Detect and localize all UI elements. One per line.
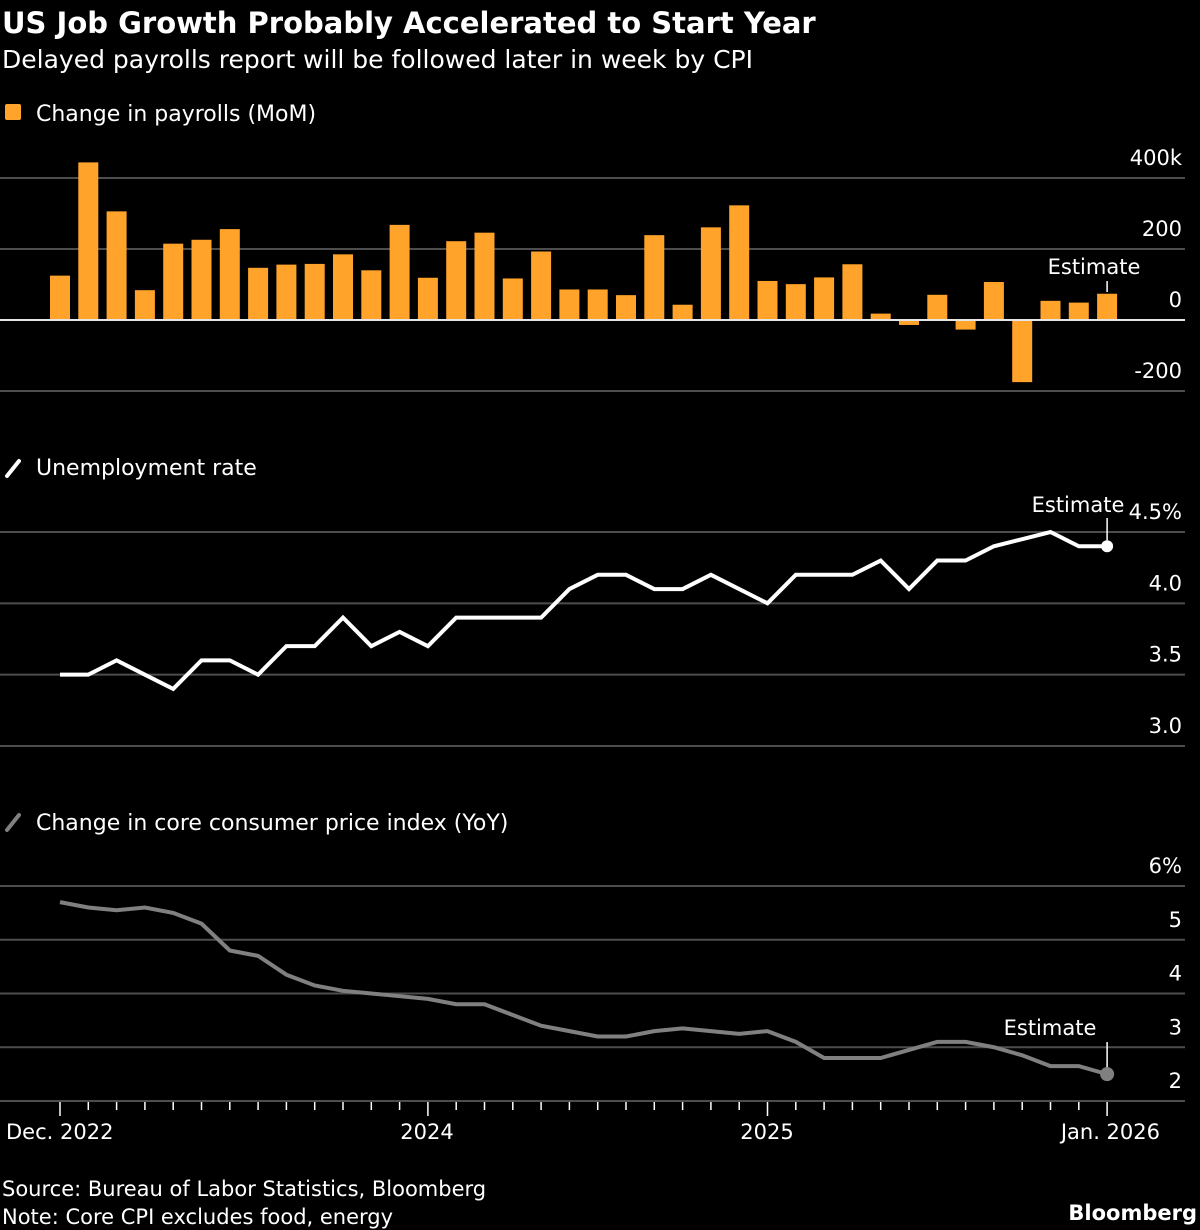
payrolls-bar [559, 289, 580, 320]
payrolls-bar [1040, 300, 1061, 320]
payrolls-bar [1012, 320, 1033, 383]
payrolls-bar [983, 282, 1004, 320]
x-tick-label-jan-2026: Jan. 2026 [1059, 1120, 1160, 1144]
y-tick-label: 4.5% [1129, 500, 1182, 524]
payrolls-legend-label: Change in payrolls (MoM) [36, 102, 316, 127]
payrolls-bar [644, 235, 665, 320]
cpi-estimate-dot [1100, 1067, 1115, 1082]
payrolls-bar [106, 211, 127, 320]
payrolls-bar [304, 263, 325, 320]
payrolls-bar [870, 313, 891, 320]
payrolls-bar [248, 267, 269, 320]
payrolls-bar [814, 277, 835, 320]
payrolls-bar [333, 254, 353, 320]
payrolls-bar [587, 289, 608, 320]
x-tick-label-dec-2022: Dec. 2022 [6, 1120, 113, 1144]
payrolls-bar [163, 243, 184, 320]
unemployment-legend-line-icon [5, 459, 21, 478]
y-tick-label: 5 [1169, 908, 1182, 932]
y-tick-label: 200 [1142, 217, 1182, 241]
payrolls-bar [700, 227, 721, 320]
payrolls-bar [672, 304, 693, 320]
unemployment-line [60, 529, 1108, 692]
unemployment-estimate-label: Estimate [1032, 493, 1125, 517]
payrolls-bar [502, 278, 523, 320]
payrolls-bar [219, 229, 240, 320]
y-tick-label: 2 [1169, 1069, 1182, 1093]
x-tick-label-2024: 2024 [400, 1120, 453, 1144]
y-tick-label: 0 [1169, 288, 1182, 312]
chart-subtitle: Delayed payrolls report will be followed… [2, 45, 753, 74]
y-tick-label: 4 [1169, 962, 1182, 986]
y-tick-label: -200 [1134, 359, 1182, 383]
footnote: Note: Core CPI excludes food, energy [2, 1205, 393, 1229]
payrolls-bar [191, 239, 212, 320]
payrolls-bar [78, 162, 99, 320]
payrolls-legend-swatch-icon [5, 104, 21, 120]
payrolls-bar [729, 205, 750, 320]
payrolls-bar [446, 241, 467, 320]
cpi-line [59, 900, 1108, 1077]
payrolls-bar [1097, 293, 1118, 320]
y-tick-label: 3 [1169, 1015, 1182, 1039]
payrolls-bar [785, 284, 806, 320]
x-tick-label-2025: 2025 [740, 1120, 793, 1144]
payrolls-bar [389, 224, 410, 320]
y-tick-label: 3.5 [1149, 643, 1182, 667]
y-tick-label: 6% [1149, 854, 1182, 878]
cpi-legend-line-icon [5, 813, 21, 832]
payrolls-bar [417, 277, 438, 320]
payrolls-bar [842, 264, 863, 320]
y-tick-label: 400k [1130, 146, 1183, 170]
payrolls-bar [757, 280, 778, 320]
payrolls-bar [276, 264, 297, 320]
payrolls-bar [361, 270, 382, 320]
y-tick-label: 3.0 [1149, 714, 1182, 738]
payrolls-bar [927, 294, 948, 320]
unemployment-legend-label: Unemployment rate [36, 456, 257, 481]
payrolls-bar [1068, 302, 1089, 320]
payrolls-bar [899, 320, 919, 325]
source-note: Source: Bureau of Labor Statistics, Bloo… [2, 1177, 486, 1201]
payrolls-bar [616, 295, 636, 320]
payrolls-estimate-label: Estimate [1048, 255, 1141, 279]
y-tick-label: 4.0 [1149, 571, 1182, 595]
payrolls-bar [134, 290, 155, 320]
chart-title: US Job Growth Probably Accelerated to St… [2, 6, 816, 40]
payrolls-bar [474, 232, 495, 320]
bloomberg-logo: Bloomberg [1068, 1201, 1197, 1225]
payrolls-bar [531, 251, 552, 320]
cpi-estimate-label: Estimate [1004, 1016, 1097, 1040]
unemployment-estimate-dot [1101, 540, 1114, 553]
payrolls-bar [955, 320, 976, 330]
cpi-legend-label: Change in core consumer price index (YoY… [36, 811, 508, 836]
payrolls-bar [50, 275, 70, 320]
